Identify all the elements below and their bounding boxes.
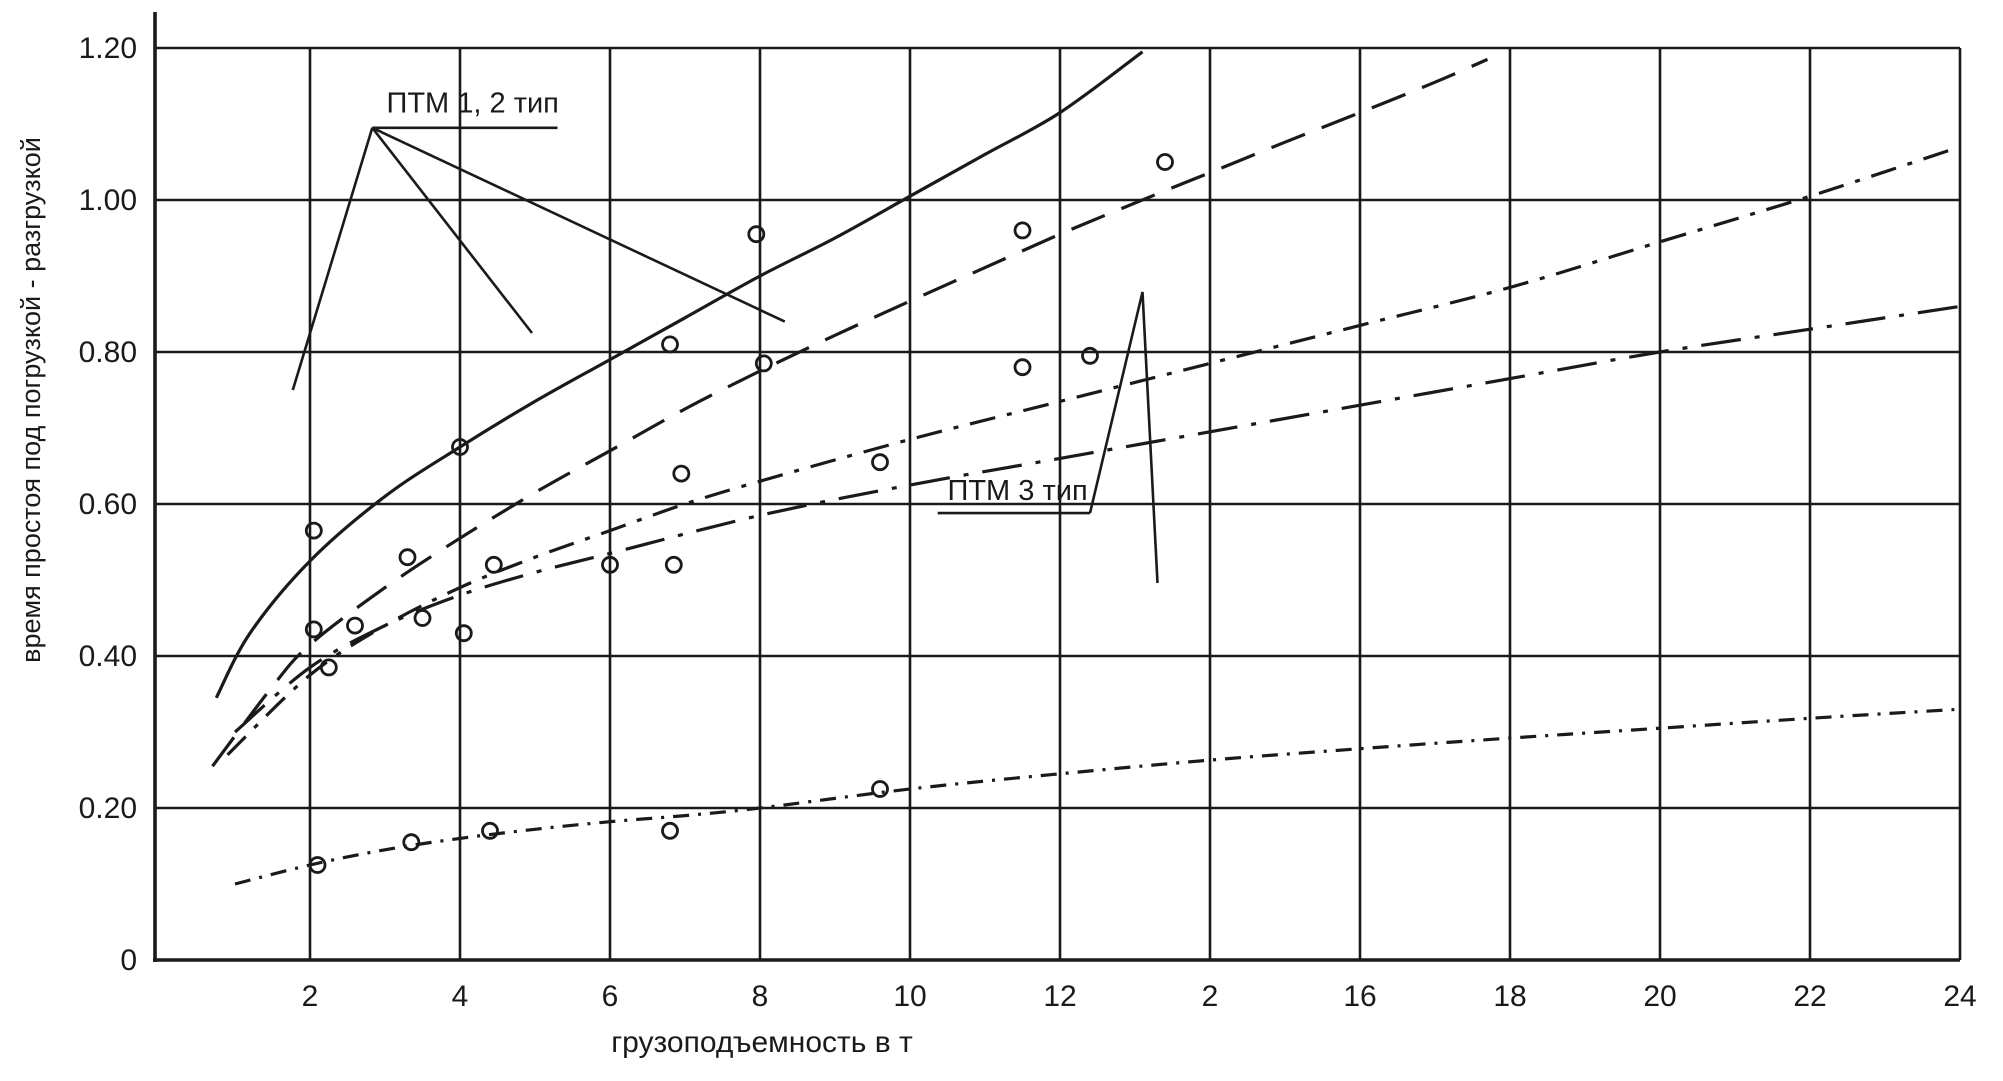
y-tick-label: 0 — [120, 944, 137, 977]
data-point — [871, 453, 889, 472]
scatter-points — [304, 153, 1174, 874]
x-tick-label: 4 — [452, 980, 469, 1013]
x-tick-label: 2 — [1202, 980, 1219, 1013]
data-point — [454, 624, 473, 643]
x-tick-label: 6 — [602, 980, 619, 1013]
leader-line — [1088, 291, 1159, 584]
tick-labels: 2 4 6 8 10 12 2 16 18 20 22 2400.200.400.600.801.00… — [79, 32, 1977, 1013]
series-ptm3-long-dash-dot — [233, 304, 1961, 734]
data-point — [308, 856, 327, 874]
data-point — [304, 620, 323, 639]
annotation-label: ПТМ 3 тип — [948, 475, 1088, 507]
data-point — [1013, 221, 1032, 240]
x-axis-title: грузоподъемность в т — [611, 1026, 913, 1059]
x-tick-label: 18 — [1493, 980, 1526, 1013]
series-ptm12-long-dash — [211, 57, 1489, 768]
x-tick-label: 2 — [302, 980, 319, 1013]
data-point — [747, 225, 766, 244]
y-tick-label: 0.80 — [79, 336, 137, 369]
ptm-1-2-annotation: ПТМ 1, 2 тип — [291, 88, 786, 391]
x-tick-label: 22 — [1793, 980, 1826, 1013]
leader-line — [371, 126, 786, 323]
series-ptm12-solid — [214, 50, 1144, 699]
data-point — [871, 780, 889, 798]
data-point — [1156, 153, 1174, 171]
x-tick-label: 8 — [752, 980, 769, 1013]
y-axis-title: время простоя под погрузкой - разгрузкой — [16, 137, 46, 663]
x-tick-label: 12 — [1043, 980, 1076, 1013]
data-point — [672, 464, 691, 483]
x-tick-label: 16 — [1343, 980, 1376, 1013]
y-tick-label: 1.20 — [79, 32, 137, 65]
axes — [153, 12, 1960, 962]
data-point — [661, 335, 679, 354]
leader-line — [291, 127, 374, 391]
data-point — [304, 521, 323, 540]
x-tick-label: 10 — [893, 980, 926, 1013]
y-tick-label: 0.20 — [79, 792, 137, 825]
annotation-label: ПТМ 1, 2 тип — [387, 88, 559, 120]
series-ptm12-dash-dot — [226, 145, 1961, 756]
data-point — [484, 555, 503, 574]
data-point — [346, 616, 364, 635]
leader-line — [371, 127, 534, 334]
data-point — [664, 555, 683, 574]
data-point — [451, 438, 469, 456]
data-point — [754, 354, 773, 373]
data-point — [319, 658, 338, 677]
data-point — [661, 821, 679, 840]
grid — [155, 46, 1962, 960]
data-point — [402, 833, 421, 852]
y-tick-label: 1.00 — [79, 184, 137, 217]
x-tick-label: 24 — [1943, 980, 1976, 1013]
y-tick-label: 0.60 — [79, 488, 137, 521]
data-point — [601, 555, 619, 574]
x-tick-label: 20 — [1643, 980, 1676, 1013]
data-point — [398, 548, 417, 567]
series-ptm3-short-dash-dot — [234, 707, 1961, 886]
data-point — [413, 609, 432, 627]
data-point — [1013, 358, 1032, 377]
data-point — [1081, 346, 1099, 365]
y-tick-label: 0.40 — [79, 640, 137, 673]
ptm-3-annotation: ПТМ 3 тип — [937, 291, 1159, 584]
data-point — [481, 821, 499, 840]
